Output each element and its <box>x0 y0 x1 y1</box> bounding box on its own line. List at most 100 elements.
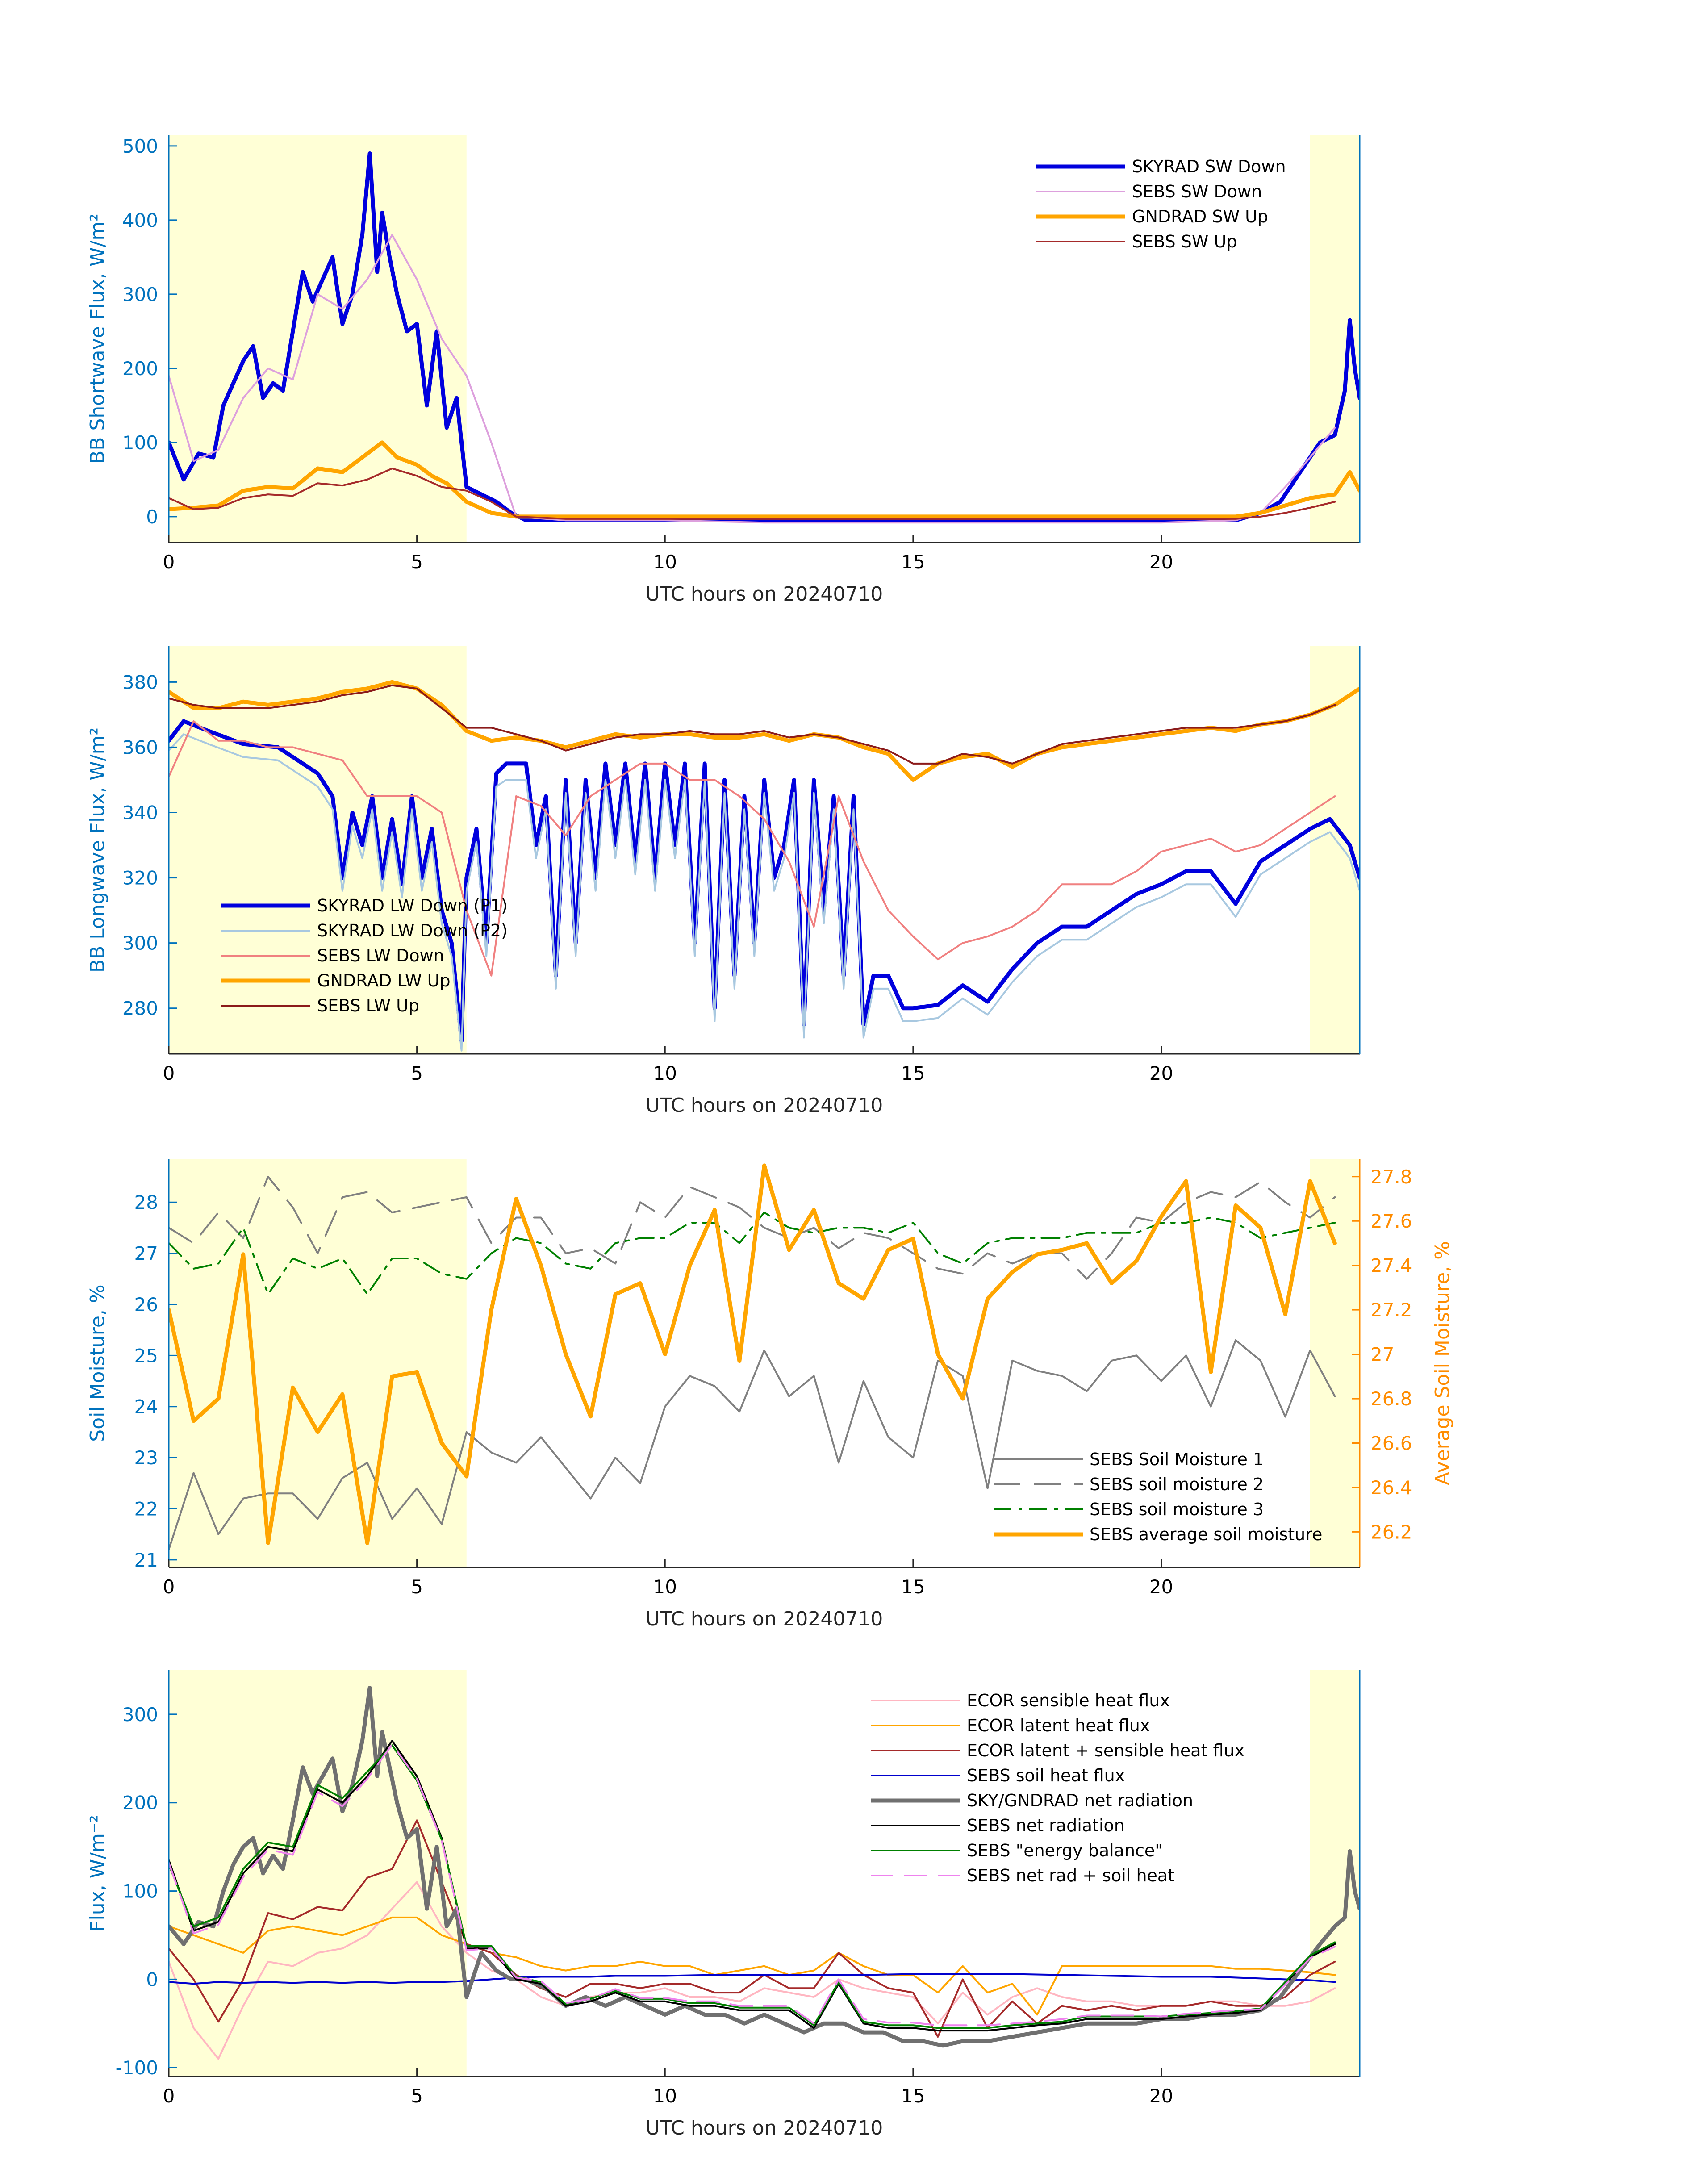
x-axis-label: UTC hours on 20240710 <box>646 1094 883 1117</box>
y-right-tick-label: 27.8 <box>1370 1166 1412 1188</box>
y-right-tick-label: 27.6 <box>1370 1210 1412 1232</box>
legend-label-sebs-soil-moisture-2: SEBS soil moisture 2 <box>1090 1475 1264 1494</box>
legend-label-skyrad-sw-down: SKYRAD SW Down <box>1132 157 1286 176</box>
series-sebs-soil-moisture-3 <box>169 1212 1336 1295</box>
x-tick-label: 15 <box>901 2085 925 2107</box>
y-tick-label: 22 <box>134 1498 158 1520</box>
y-tick-label: 300 <box>122 1704 158 1726</box>
y-right-tick-label: 27 <box>1370 1344 1394 1366</box>
legend-label-ecor-latent-sensible-heat-flux: ECOR latent + sensible heat flux <box>967 1741 1244 1760</box>
shading-band-1 <box>169 1159 467 1567</box>
y-right-tick-label: 26.2 <box>1370 1521 1412 1543</box>
series-gndrad-lw-up <box>169 680 1360 782</box>
series-ecor-latent-sensible-heat-flux <box>169 1819 1336 2038</box>
legend-label-gndrad-lw-up: GNDRAD LW Up <box>317 971 451 990</box>
series-ecor-sensible-heat-flux <box>169 1881 1336 2060</box>
y-axis-label: Flux, W/m⁻² <box>86 1815 109 1932</box>
legend-label-sebs-soil-moisture-1: SEBS Soil Moisture 1 <box>1090 1450 1264 1469</box>
y-tick-label: 300 <box>122 284 158 305</box>
legend: SEBS Soil Moisture 1 SEBS soil moisture 2… <box>994 1450 1322 1544</box>
series-sebs-sw-down <box>169 234 1336 524</box>
series-group <box>169 1163 1337 1550</box>
x-tick-label: 5 <box>411 1062 423 1084</box>
series-ecor-latent-heat-flux <box>169 1916 1336 2016</box>
legend-label-sebs-sw-up: SEBS SW Up <box>1132 232 1237 251</box>
y-tick-label: 0 <box>146 506 158 528</box>
y-tick-label: -100 <box>116 2057 158 2079</box>
x-tick-label: 15 <box>901 1576 925 1598</box>
x-axis-label: UTC hours on 20240710 <box>646 2117 883 2139</box>
y-right-tick-label: 26.4 <box>1370 1477 1412 1499</box>
chart-panel-2: 0 5 10 15 20 280 300 320 340 360 380 UTC hours on 2… <box>86 646 1361 1117</box>
x-tick-label: 15 <box>901 1062 925 1084</box>
legend: SKYRAD SW Down SEBS SW Down GNDRAD SW Up SE… <box>1036 157 1286 251</box>
series-skyrad-lw-down-p2 <box>169 733 1360 1052</box>
series-group <box>169 680 1360 1052</box>
shading-band-1 <box>169 135 467 543</box>
series-sebs-sw-up <box>169 468 1336 520</box>
chart-panel-3: 0 5 10 15 20 21 22 23 24 25 26 27 28 26.2 26.4 26.6 26.8… <box>86 1159 1454 1630</box>
series-skyrad-lw-down-p1 <box>169 719 1360 1043</box>
x-tick-label: 15 <box>901 551 925 573</box>
x-tick-label: 0 <box>163 2085 175 2107</box>
y-tick-label: 400 <box>122 209 158 231</box>
x-tick-label: 10 <box>653 551 677 573</box>
y-tick-label: 25 <box>134 1345 158 1366</box>
legend-label-sebs-lw-down: SEBS LW Down <box>317 946 444 965</box>
series-sebs-soil-moisture-2 <box>169 1176 1336 1280</box>
series-sebs-lw-down <box>169 720 1336 977</box>
y-tick-label: 23 <box>134 1447 158 1469</box>
legend-label-skyrad-lw-down-p2: SKYRAD LW Down (P2) <box>317 921 508 940</box>
y-tick-label: 320 <box>122 867 158 889</box>
x-tick-label: 5 <box>411 2085 423 2107</box>
legend-label-sebs-net-radiation: SEBS net radiation <box>967 1816 1125 1835</box>
series-gndrad-sw-up <box>169 440 1360 519</box>
series-sebs-soil-heat-flux <box>169 1973 1336 1985</box>
legend-label-sebs-energy-balance: SEBS "energy balance" <box>967 1841 1163 1860</box>
x-tick-label: 20 <box>1149 1062 1173 1084</box>
y-tick-label: 28 <box>134 1191 158 1213</box>
y-axis-label: BB Shortwave Flux, W/m² <box>86 213 109 464</box>
legend-label-sebs-sw-down: SEBS SW Down <box>1132 182 1262 201</box>
y-tick-label: 27 <box>134 1243 158 1265</box>
series-sebs-net-radiation <box>169 1740 1336 2032</box>
x-tick-label: 20 <box>1149 1576 1173 1598</box>
y-tick-label: 300 <box>122 932 158 954</box>
y-tick-label: 100 <box>122 1880 158 1902</box>
y-tick-label: 200 <box>122 1792 158 1814</box>
y-tick-label: 200 <box>122 358 158 380</box>
series-group <box>169 1686 1360 2060</box>
y-tick-label: 360 <box>122 736 158 758</box>
y-right-tick-label: 27.4 <box>1370 1255 1412 1277</box>
x-tick-label: 10 <box>653 1576 677 1598</box>
y-axis-label-right: Average Soil Moisture, % <box>1431 1241 1454 1485</box>
x-tick-label: 10 <box>653 1062 677 1084</box>
x-tick-label: 5 <box>411 1576 423 1598</box>
y-tick-label: 24 <box>134 1396 158 1418</box>
y-right-tick-label: 27.2 <box>1370 1299 1412 1321</box>
legend: SKYRAD LW Down (P1) SKYRAD LW Down (P2) SE… <box>221 896 508 1015</box>
y-tick-label: 500 <box>122 135 158 157</box>
series-sebs-net-rad-soil-heat <box>169 1743 1336 2027</box>
series-sebs-energy-balance <box>169 1744 1336 2029</box>
y-right-tick-label: 26.6 <box>1370 1433 1412 1454</box>
legend-label-gndrad-sw-up: GNDRAD SW Up <box>1132 207 1268 226</box>
legend-label-skyrad-lw-down-p1: SKYRAD LW Down (P1) <box>317 896 508 915</box>
y-right-tick-label: 26.8 <box>1370 1388 1412 1410</box>
y-tick-label: 380 <box>122 671 158 693</box>
x-axis-label: UTC hours on 20240710 <box>646 583 883 606</box>
series-sebs-average-soil-moisture <box>169 1163 1337 1545</box>
legend-label-sebs-lw-up: SEBS LW Up <box>317 996 419 1015</box>
x-tick-label: 20 <box>1149 2085 1173 2107</box>
legend-label-sky-gndrad-net-radiation: SKY/GNDRAD net radiation <box>967 1791 1193 1810</box>
x-tick-label: 20 <box>1149 551 1173 573</box>
x-tick-label: 0 <box>163 1576 175 1598</box>
x-tick-label: 0 <box>163 1062 175 1084</box>
legend-label-sebs-average-soil-moisture: SEBS average soil moisture <box>1090 1525 1322 1544</box>
x-axis-label: UTC hours on 20240710 <box>646 1608 883 1630</box>
y-tick-label: 100 <box>122 432 158 454</box>
legend-label-sebs-net-rad-soil-heat: SEBS net rad + soil heat <box>967 1866 1174 1885</box>
legend-label-ecor-sensible-heat-flux: ECOR sensible heat flux <box>967 1691 1170 1710</box>
